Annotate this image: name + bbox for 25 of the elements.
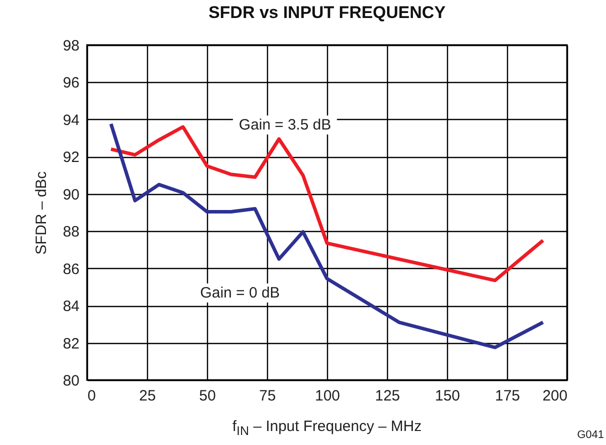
annotation: Gain = 3.5 dB (232, 116, 338, 134)
y-tick-label: 88 (62, 224, 80, 241)
x-tick-label: 75 (259, 388, 276, 404)
chart-title: SFDR vs INPUT FREQUENCY (208, 3, 446, 22)
y-tick-label: 86 (62, 260, 80, 278)
y-tick-label: 94 (62, 112, 80, 129)
y-tick-label: 82 (62, 335, 80, 352)
y-tick-label: 92 (62, 149, 80, 166)
y-tick-label: 90 (62, 186, 80, 204)
y-tick-label: 84 (62, 298, 80, 316)
x-tick-label: 150 (434, 388, 460, 404)
x-tick-label: 25 (139, 388, 156, 404)
x-axis-title: f$_{IN}$ – Input Frequency – MHz (231, 418, 423, 438)
y-axis-title: SFDR – dBc (32, 170, 50, 255)
text: G041 (577, 429, 604, 442)
x-tick-label: 175 (494, 388, 520, 404)
annotation: Gain = 0 dB (194, 284, 286, 302)
y-tick-label: 80 (62, 372, 80, 390)
y-tick-label: 98 (62, 38, 80, 54)
x-tick-label: 125 (374, 388, 400, 404)
x-tick-label: 200 (542, 388, 568, 404)
x-tick-label: 0 (88, 388, 96, 404)
y-tick-label: 96 (62, 74, 80, 92)
x-tick-label: 100 (314, 388, 340, 404)
x-tick-label: 50 (199, 388, 216, 404)
